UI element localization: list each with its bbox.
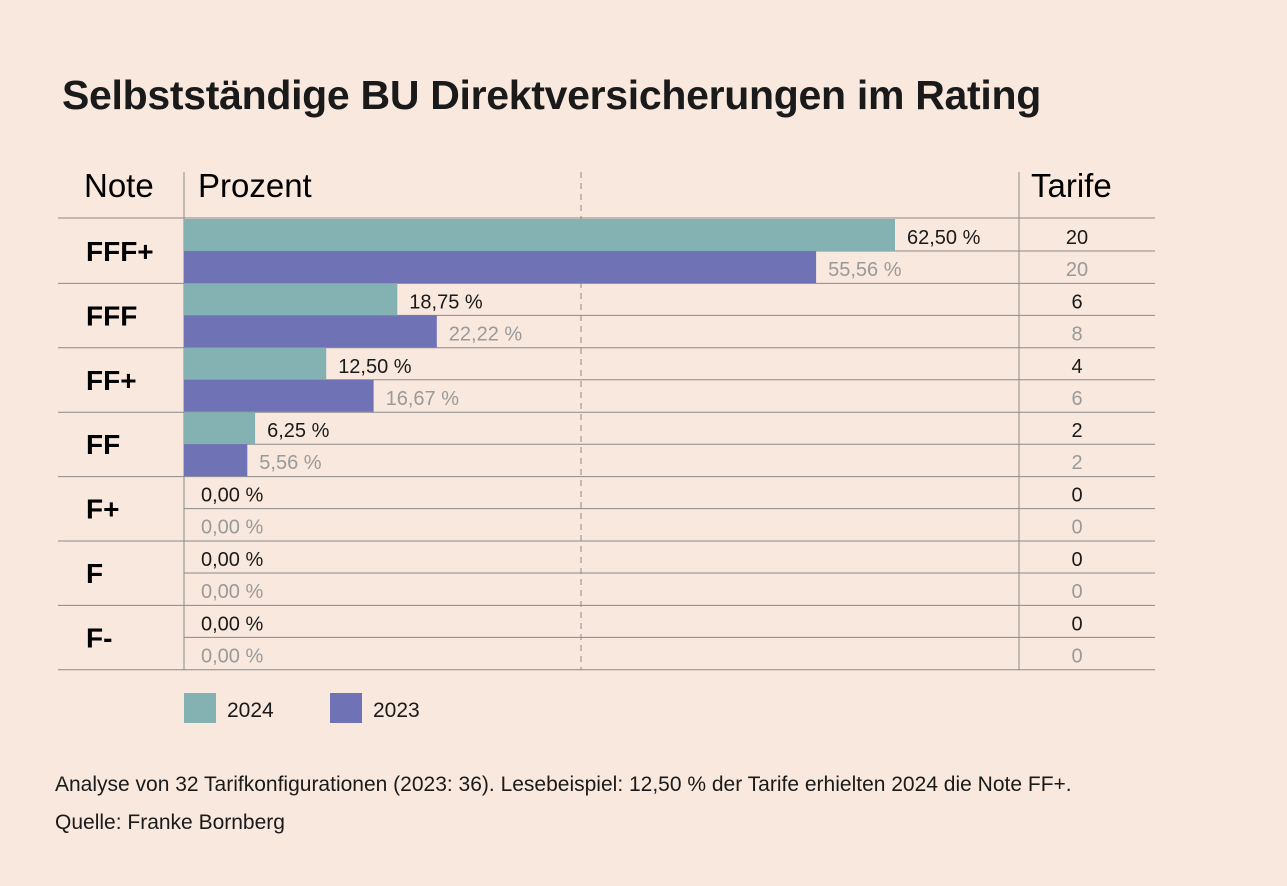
tarife-count-2024-fff-plus: 20 bbox=[1066, 227, 1088, 249]
tarife-count-2024-f: 0 bbox=[1071, 549, 1082, 571]
value-label-2024-f-plus: 0,00 % bbox=[201, 485, 263, 507]
footnote-source: Quelle: Franke Bornberg bbox=[55, 811, 285, 834]
header-tarife: Tarife bbox=[1031, 167, 1112, 204]
value-label-2023-f: 0,00 % bbox=[201, 581, 263, 603]
value-label-2024-ff: 6,25 % bbox=[267, 420, 329, 442]
tarife-count-2023-fff-plus: 20 bbox=[1066, 259, 1088, 281]
category-label-fff-plus: FFF+ bbox=[86, 236, 154, 267]
legend-label-2023: 2023 bbox=[373, 699, 420, 722]
value-label-2024-ff-plus: 12,50 % bbox=[338, 356, 412, 378]
value-label-2023-ff: 5,56 % bbox=[259, 452, 321, 474]
legend-label-2024: 2024 bbox=[227, 699, 274, 722]
legend-swatch-2023 bbox=[330, 693, 362, 723]
footnote-analysis: Analyse von 32 Tarifkonfigurationen (202… bbox=[55, 773, 1072, 796]
tarife-count-2023-f-plus: 0 bbox=[1071, 517, 1082, 539]
chart-title: Selbstständige BU Direktversicherungen i… bbox=[62, 72, 1041, 118]
bar-2024-ff bbox=[184, 412, 256, 445]
category-label-f-minus: F- bbox=[86, 622, 112, 653]
value-label-2023-fff-plus: 55,56 % bbox=[828, 259, 902, 281]
bar-2023-fff-plus bbox=[184, 251, 817, 283]
value-label-2024-f-minus: 0,00 % bbox=[201, 613, 263, 635]
tarife-count-2024-f-minus: 0 bbox=[1071, 613, 1082, 635]
tarife-count-2023-ff-plus: 6 bbox=[1071, 388, 1082, 410]
value-label-2024-f: 0,00 % bbox=[201, 549, 263, 571]
tarife-count-2023-fff: 8 bbox=[1071, 323, 1082, 345]
footnote: Analyse von 32 Tarifkonfigurationen (202… bbox=[55, 766, 1072, 842]
bar-2024-ff-plus bbox=[184, 347, 327, 380]
bar-2023-ff bbox=[184, 444, 248, 477]
header-note: Note bbox=[84, 167, 154, 204]
legend: 2024 2023 bbox=[184, 693, 420, 723]
value-label-2023-f-minus: 0,00 % bbox=[201, 645, 263, 667]
value-label-2024-fff-plus: 62,50 % bbox=[907, 227, 981, 249]
category-label-ff-plus: FF+ bbox=[86, 365, 137, 396]
category-label-ff: FF bbox=[86, 429, 120, 460]
value-label-2023-fff: 22,22 % bbox=[449, 323, 523, 345]
tarife-count-2023-ff: 2 bbox=[1071, 452, 1082, 474]
tarife-count-2023-f: 0 bbox=[1071, 581, 1082, 603]
tarife-count-2023-f-minus: 0 bbox=[1071, 645, 1082, 667]
value-label-2023-f-plus: 0,00 % bbox=[201, 517, 263, 539]
legend-swatch-2024 bbox=[184, 693, 216, 723]
header-prozent: Prozent bbox=[198, 167, 312, 204]
bar-2023-ff-plus bbox=[184, 379, 374, 412]
tarife-count-2024-fff: 6 bbox=[1071, 291, 1082, 313]
category-label-f-plus: F+ bbox=[86, 494, 119, 525]
tarife-count-2024-f-plus: 0 bbox=[1071, 485, 1082, 507]
value-label-2023-ff-plus: 16,67 % bbox=[386, 388, 460, 410]
bar-2024-fff bbox=[184, 283, 398, 316]
bar-2023-fff bbox=[184, 315, 437, 348]
tarife-count-2024-ff: 2 bbox=[1071, 420, 1082, 442]
bar-2024-fff-plus bbox=[184, 219, 895, 251]
tarife-count-2024-ff-plus: 4 bbox=[1071, 356, 1082, 378]
value-label-2024-fff: 18,75 % bbox=[409, 291, 483, 313]
category-label-fff: FFF bbox=[86, 300, 137, 331]
category-label-f: F bbox=[86, 558, 103, 589]
